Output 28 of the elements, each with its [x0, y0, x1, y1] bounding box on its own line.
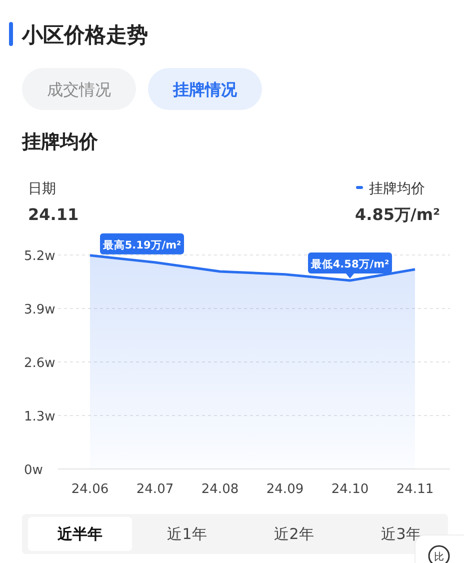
y-tick-label: 2.6w [24, 356, 56, 371]
legend-label: 挂牌均价 [369, 181, 425, 197]
y-tick-label: 3.9w [24, 302, 56, 318]
y-tick-label: 1.3w [24, 410, 56, 424]
callout-label: 最高5.19万/m² [100, 233, 184, 254]
text: 近1年 [167, 525, 207, 543]
x-tick-label: 24.07 [136, 482, 174, 497]
annotation: 最低4.58万/m² [310, 258, 390, 271]
chart-subtitle: 挂牌均价 [21, 131, 99, 153]
callout-label: 最低4.58万/m² [308, 252, 392, 279]
text: 24.11 [28, 205, 79, 224]
y-tick-label: 5.2w [24, 249, 56, 264]
text: 比 [434, 551, 444, 563]
text: 近2年 [274, 525, 314, 543]
x-tick-label: 24.06 [71, 482, 109, 497]
x-tick-label: 24.08 [201, 482, 239, 497]
annotation: 最高5.19万/m² [102, 238, 182, 252]
text: 挂牌情况 [172, 80, 238, 99]
text: 4.85万/m² [355, 205, 440, 224]
x-tick-label: 24.09 [266, 482, 304, 497]
chart-title: 小区价格走势 [21, 23, 148, 47]
text: 日期 [28, 181, 56, 197]
x-tick-label: 24.11 [396, 482, 434, 497]
text: 成交情况 [47, 80, 111, 99]
text: 近半年 [56, 525, 102, 543]
x-tick-label: 24.10 [331, 482, 369, 497]
y-tick-label: 0w [24, 463, 44, 478]
text: 近3年 [381, 525, 421, 543]
